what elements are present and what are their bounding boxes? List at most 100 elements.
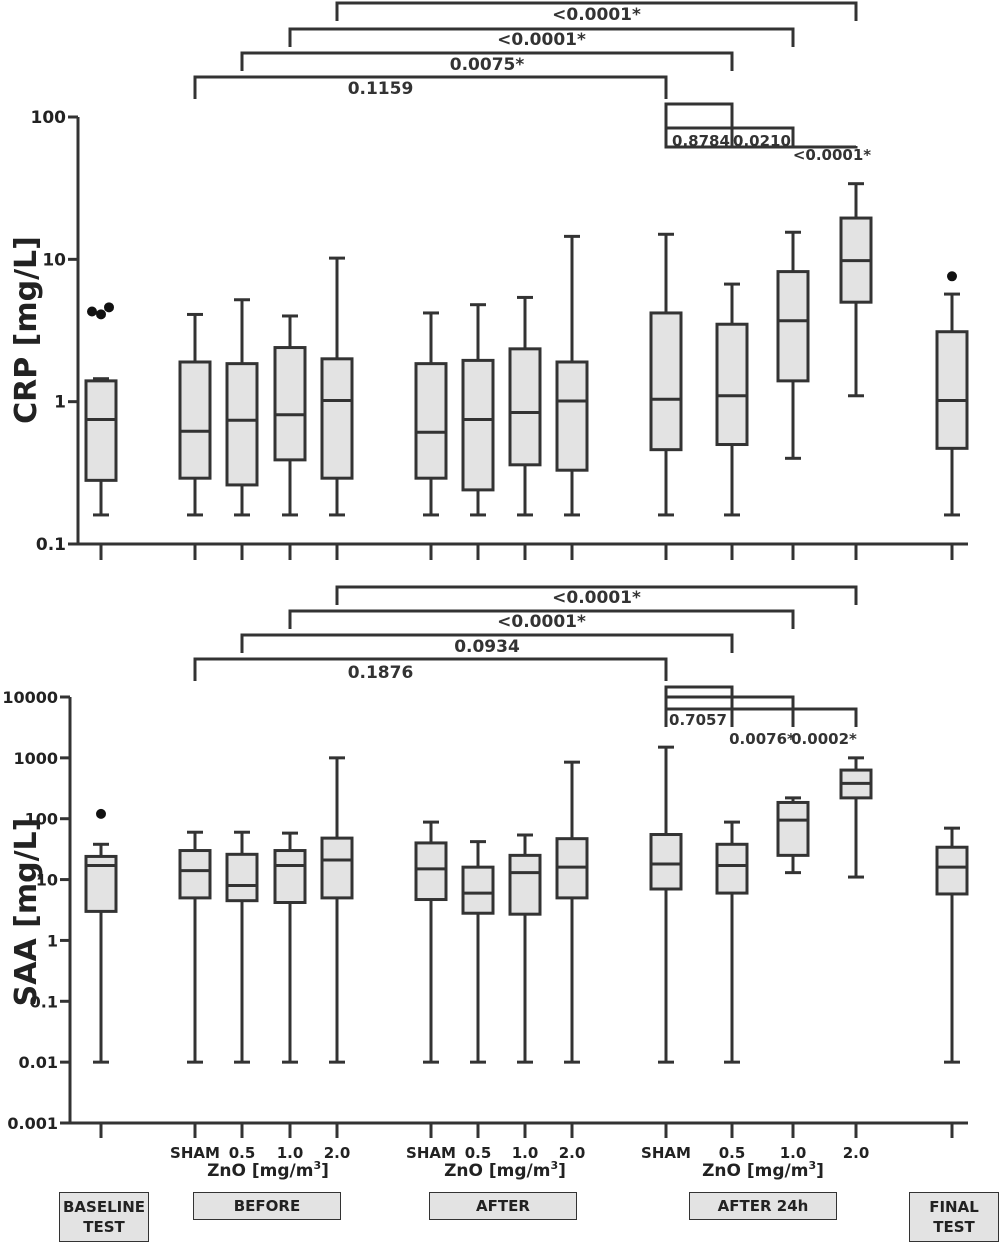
box-final-test-all xyxy=(935,826,969,1064)
box-after-24h-0-5 xyxy=(715,282,749,517)
outlier-point xyxy=(96,808,106,819)
box-after-24h-sham xyxy=(649,745,683,1064)
box-iqr xyxy=(508,853,542,916)
box-before-1-0 xyxy=(273,314,307,517)
box-after-24h-1-0 xyxy=(776,796,810,875)
box-iqr xyxy=(178,360,212,480)
x-axis-title: ZnO [mg/m3] xyxy=(207,1159,329,1181)
box-after-1-0 xyxy=(508,833,542,1064)
bracket-right xyxy=(664,102,734,146)
y-axis-title: SAA [mg/L] xyxy=(9,818,44,1007)
x-tick-label: 0.5 xyxy=(465,1144,492,1162)
bracket-p-value: 0.7057 xyxy=(669,711,727,729)
x-axis-labels: SHAM 0.5 1.0 2.0 SHAM 0.5 1.0 2.0 SHAM 0.5 1.0 2.0Z… xyxy=(170,1144,869,1181)
box-after-1-0 xyxy=(508,295,542,517)
bracket-top xyxy=(240,51,734,71)
bracket-right xyxy=(664,707,858,727)
box-iqr xyxy=(715,842,749,895)
box-baseline-test-all xyxy=(84,808,118,1064)
outlier-point xyxy=(96,309,106,320)
outlier-point xyxy=(947,271,957,282)
box-iqr xyxy=(935,330,969,450)
x-tick-label: SHAM xyxy=(641,1144,691,1162)
y-tick-label: 0.1 xyxy=(30,992,58,1011)
x-tick-label: 2.0 xyxy=(843,1144,870,1162)
box-iqr xyxy=(555,360,589,472)
group-label-before: BEFORE xyxy=(193,1192,341,1220)
y-tick-label: 10 xyxy=(42,250,66,270)
bracket-top xyxy=(288,27,795,47)
group-label-baseline-test: BASELINE TEST xyxy=(59,1192,149,1242)
outlier-point xyxy=(104,302,114,313)
bracket-p-value: <0.0001* xyxy=(497,612,586,632)
bracket-p-value: 0.1159 xyxy=(348,79,414,99)
box-before-0-5 xyxy=(225,830,259,1064)
bracket-top xyxy=(193,75,668,99)
group-label-after-24h: AFTER 24h xyxy=(689,1192,837,1220)
y-tick-label: 1 xyxy=(47,931,58,950)
box-iqr xyxy=(776,270,810,383)
bracket-p-value: <0.0001* xyxy=(497,30,586,50)
box-after-24h-2-0 xyxy=(839,756,873,879)
box-after-2-0 xyxy=(555,760,589,1064)
box-iqr xyxy=(225,362,259,487)
bracket-p-value: 0.0076* xyxy=(729,730,795,748)
x-tick-label: 2.0 xyxy=(559,1144,586,1162)
box-baseline-test-all xyxy=(84,302,118,517)
y-tick-label: 1000 xyxy=(13,749,58,768)
box-iqr xyxy=(84,379,118,482)
box-iqr xyxy=(178,849,212,900)
box-after-sham xyxy=(414,820,448,1064)
box-iqr xyxy=(414,362,448,480)
y-tick-label: 10000 xyxy=(2,688,58,707)
y-tick-label: 10 xyxy=(36,871,58,890)
box-iqr xyxy=(225,852,259,903)
box-after-0-5 xyxy=(461,840,495,1064)
box-before-sham xyxy=(178,312,212,517)
box-iqr xyxy=(715,322,749,447)
x-tick-label: 1.0 xyxy=(512,1144,539,1162)
y-tick-label: 0.01 xyxy=(19,1053,58,1072)
box-after-24h-2-0 xyxy=(839,182,873,398)
box-iqr xyxy=(273,346,307,462)
box-iqr xyxy=(320,836,354,900)
box-iqr xyxy=(649,311,683,452)
y-tick-label: 1 xyxy=(54,393,66,413)
bracket-p-value: <0.0001* xyxy=(793,146,871,164)
x-tick-label: 0.5 xyxy=(229,1144,256,1162)
y-axis-title: CRP [mg/L] xyxy=(9,236,44,424)
group-label-final-test: FINAL TEST xyxy=(909,1192,999,1242)
box-after-sham xyxy=(414,311,448,517)
bracket-top xyxy=(288,609,795,629)
box-iqr xyxy=(935,845,969,896)
x-tick-label: 1.0 xyxy=(780,1144,807,1162)
box-after-24h-0-5 xyxy=(715,820,749,1064)
box-after-2-0 xyxy=(555,234,589,517)
box-before-1-0 xyxy=(273,831,307,1064)
bracket-p-value: 0.0002* xyxy=(791,730,857,748)
bracket-top xyxy=(193,657,668,681)
bracket-right xyxy=(664,126,795,146)
box-before-0-5 xyxy=(225,298,259,517)
bracket-top xyxy=(335,585,858,605)
box-before-2-0 xyxy=(320,756,354,1064)
bracket-top xyxy=(240,633,734,653)
box-before-sham xyxy=(178,830,212,1064)
box-after-24h-1-0 xyxy=(776,230,810,460)
box-iqr xyxy=(461,358,495,492)
box-after-0-5 xyxy=(461,303,495,517)
box-after-24h-sham xyxy=(649,232,683,517)
bracket-p-value: 0.1876 xyxy=(348,663,414,683)
x-tick-label: 1.0 xyxy=(277,1144,304,1162)
bracket-right xyxy=(664,145,858,149)
x-tick-label: SHAM xyxy=(406,1144,456,1162)
x-tick-label: 2.0 xyxy=(324,1144,351,1162)
y-tick-label: 100 xyxy=(31,108,67,128)
box-iqr xyxy=(461,865,495,915)
x-tick-label: 0.5 xyxy=(719,1144,746,1162)
bracket-top xyxy=(335,1,858,21)
box-plots xyxy=(84,182,969,1064)
box-iqr xyxy=(508,347,542,467)
box-final-test-all xyxy=(935,271,969,517)
